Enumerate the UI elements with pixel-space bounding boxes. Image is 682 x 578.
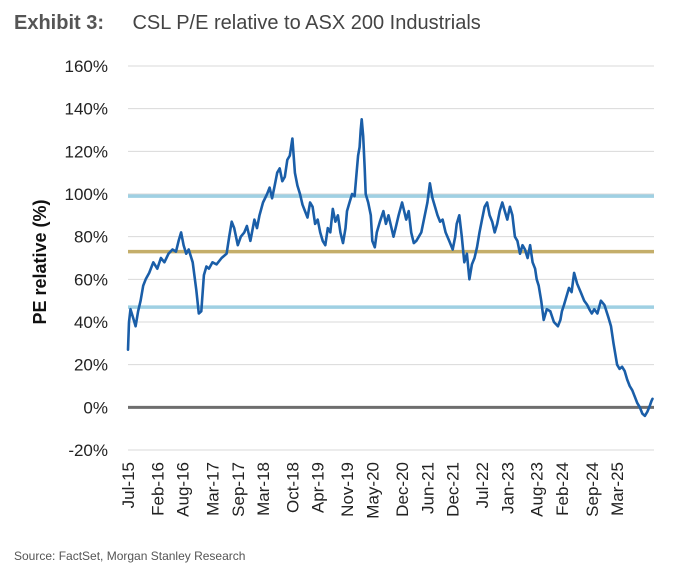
x-tick-label: Mar-25 xyxy=(608,462,627,516)
y-tick-label: -20% xyxy=(68,441,108,460)
x-tick-label: Apr-19 xyxy=(309,462,328,513)
y-axis-ticks: -20% 0% 20% 40% 60% 80% 100% 120% 140% 160% xyxy=(65,57,108,460)
y-tick-label: 60% xyxy=(74,270,108,289)
y-tick-label: 160% xyxy=(65,57,108,76)
x-tick-label: Sep-24 xyxy=(583,462,602,517)
x-tick-label: Oct-18 xyxy=(283,462,302,513)
gridlines xyxy=(128,65,654,451)
y-tick-label: 20% xyxy=(74,356,108,375)
series-group xyxy=(126,118,654,418)
y-axis-label: PE relative (%) xyxy=(30,199,50,324)
exhibit-number: Exhibit 3: xyxy=(14,12,105,34)
source-note: Source: FactSet, Morgan Stanley Research xyxy=(14,549,246,563)
y-tick-label: 80% xyxy=(74,228,108,247)
reference-lines xyxy=(128,194,654,409)
chart-title: CSL P/E relative to ASX 200 Industrials xyxy=(132,12,481,34)
x-tick-label: Dec-20 xyxy=(393,462,412,517)
x-tick-label: Aug-23 xyxy=(528,462,547,517)
y-tick-label: 120% xyxy=(65,142,108,161)
x-tick-label: Mar-17 xyxy=(204,462,223,516)
x-tick-label: Jul-15 xyxy=(119,462,138,508)
x-tick-label: Sep-17 xyxy=(229,462,248,517)
y-tick-label: 0% xyxy=(83,398,108,417)
y-tick-label: 100% xyxy=(65,185,108,204)
x-axis-ticks: Jul-15 Feb-16 Aug-16 Mar-17 Sep-17 Mar-18 Oct-… xyxy=(119,462,627,519)
x-tick-label: Jan-23 xyxy=(498,462,517,514)
x-tick-label: Feb-16 xyxy=(148,462,167,516)
x-tick-label: Jul-22 xyxy=(473,462,492,508)
x-tick-label: Feb-24 xyxy=(553,462,572,516)
x-tick-label: Jun-21 xyxy=(418,462,437,514)
x-tick-label: Mar-18 xyxy=(254,462,273,516)
series-line xyxy=(126,118,654,418)
y-tick-label: 140% xyxy=(65,100,108,119)
y-tick-label: 40% xyxy=(74,313,108,332)
x-tick-label: May-20 xyxy=(363,462,382,519)
exhibit-header: Exhibit 3: CSL P/E relative to ASX 200 I… xyxy=(14,12,481,40)
x-tick-label: Dec-21 xyxy=(444,462,463,517)
x-tick-label: Nov-19 xyxy=(338,462,357,517)
x-tick-label: Aug-16 xyxy=(174,462,193,517)
